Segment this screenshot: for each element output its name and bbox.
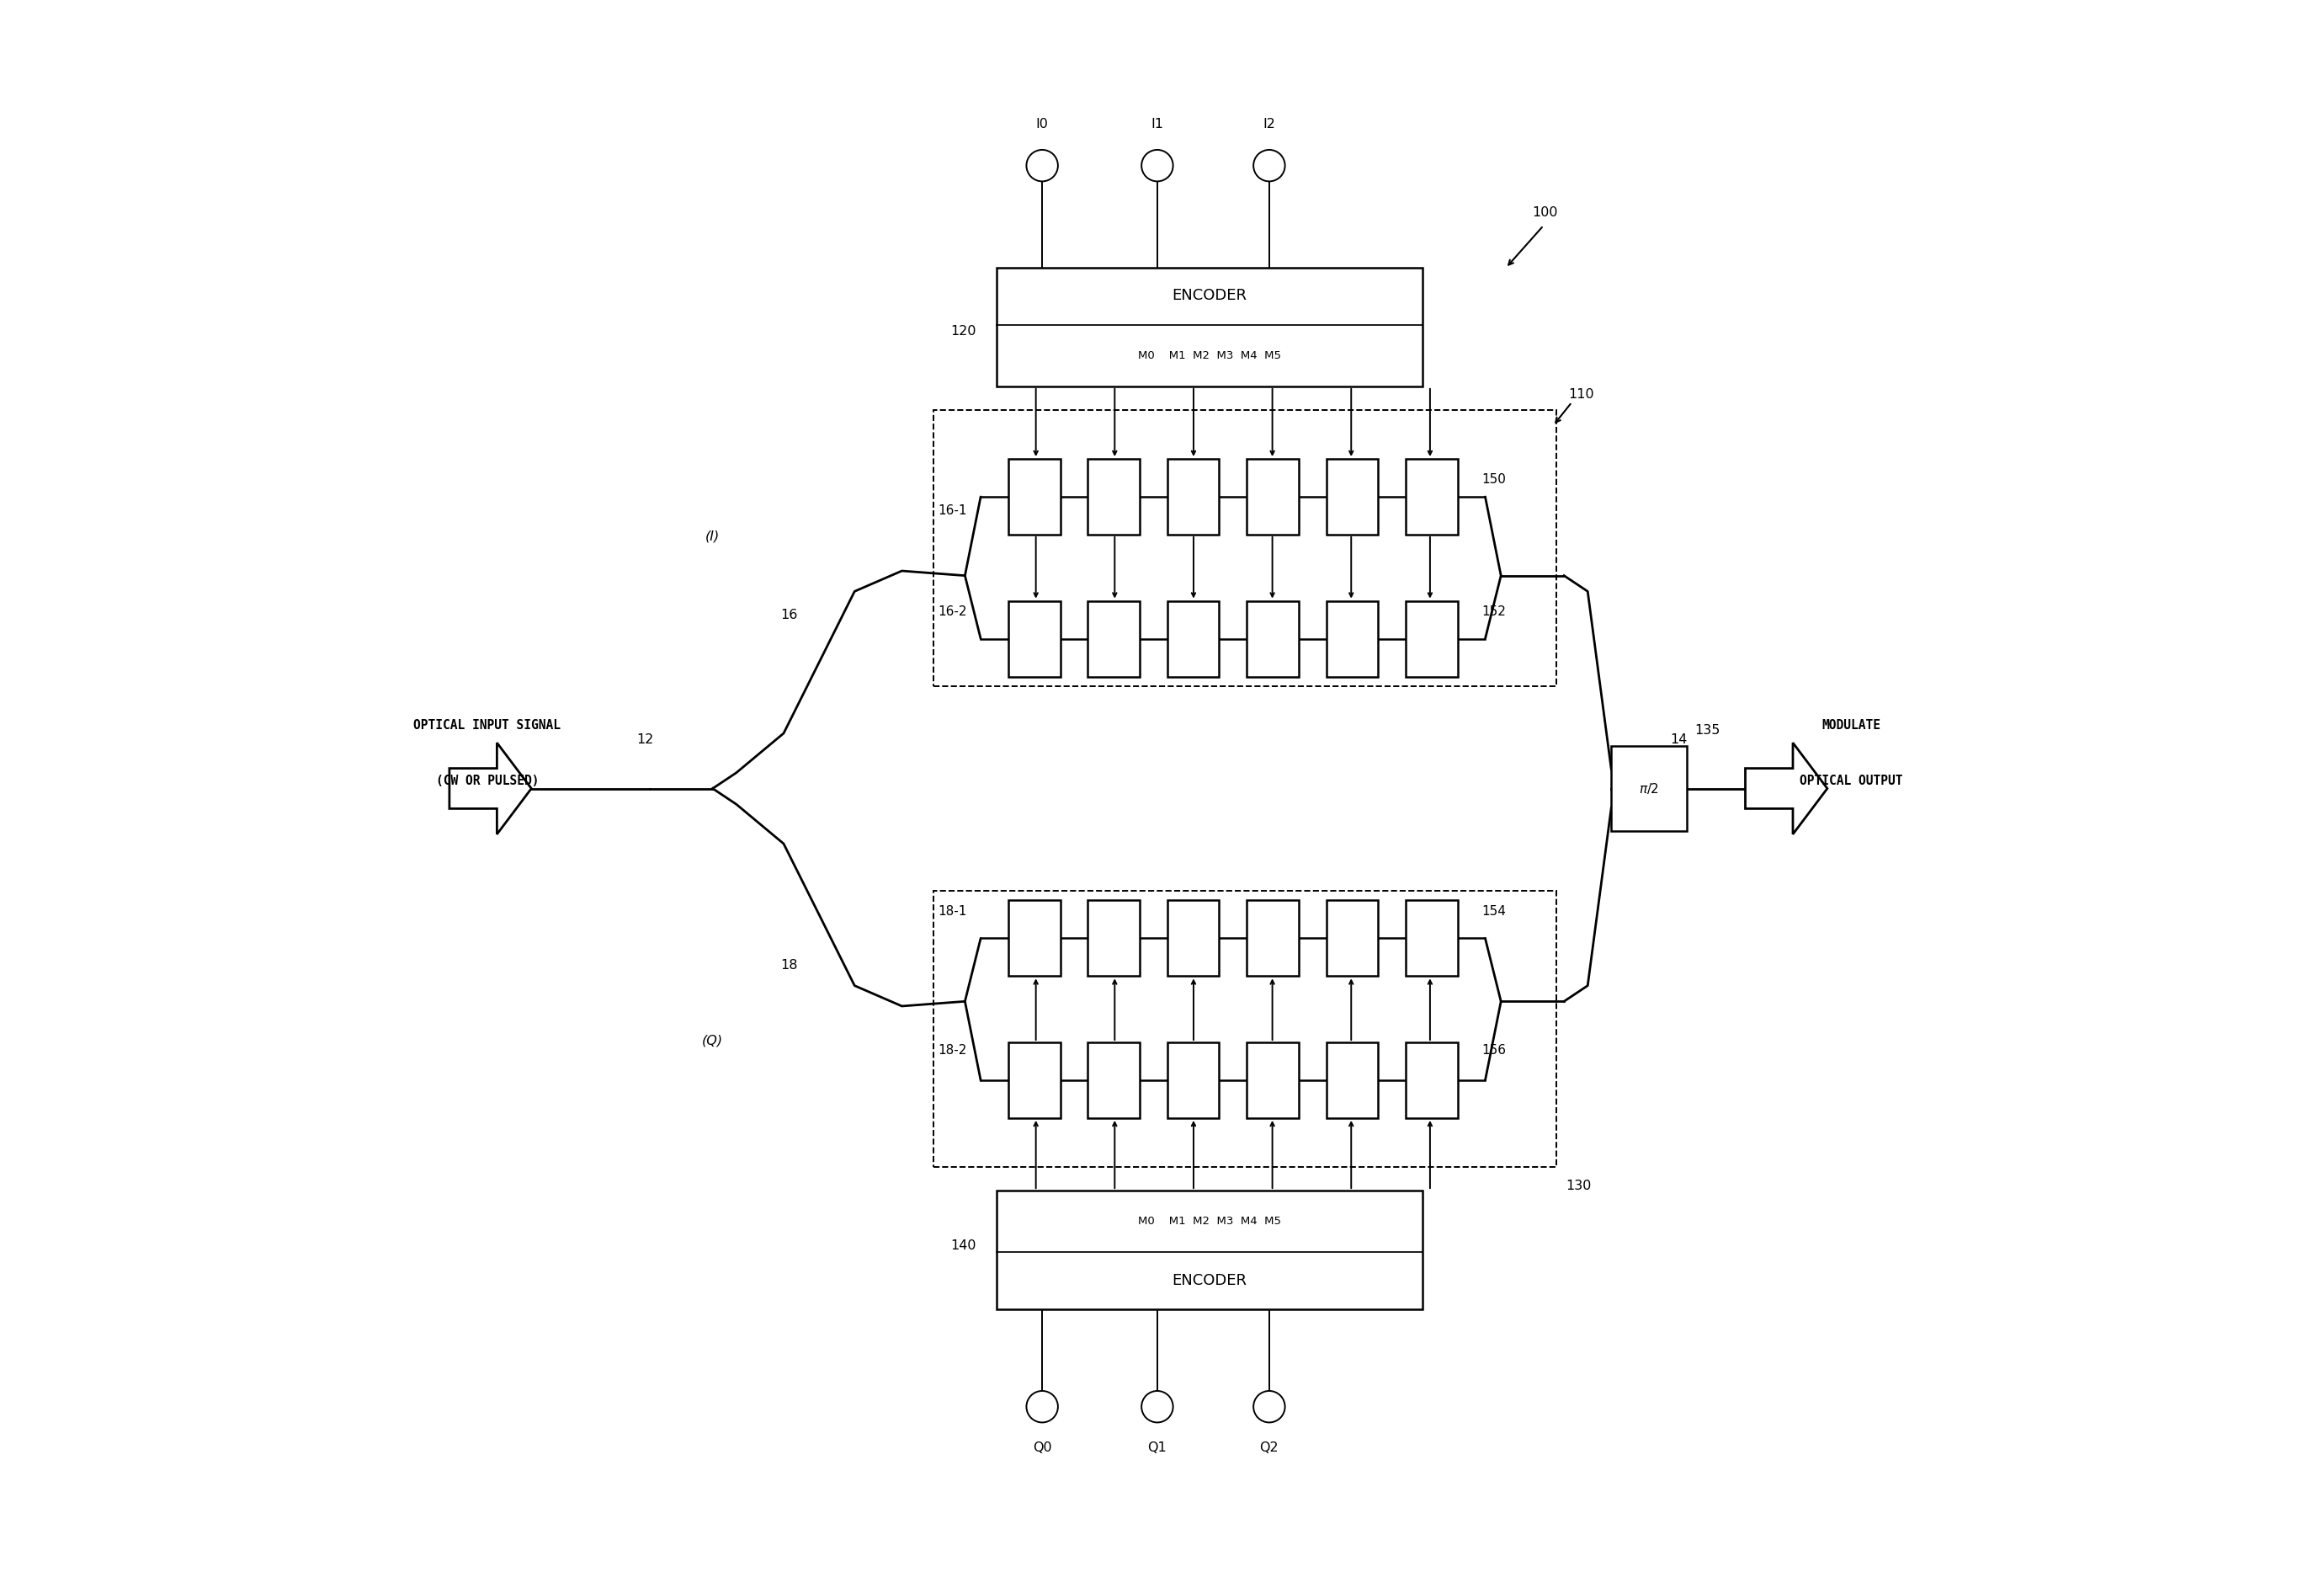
Text: 120: 120 [951, 325, 976, 337]
Bar [1246, 1042, 1299, 1118]
Text: 18: 18 [781, 959, 797, 971]
Polygon shape [1745, 743, 1827, 834]
Bar [1167, 459, 1220, 535]
Text: I0: I0 [1037, 118, 1048, 131]
Bar [1009, 601, 1060, 677]
Bar [1246, 601, 1299, 677]
Text: MODULATE: MODULATE [1822, 719, 1880, 732]
Circle shape [1253, 150, 1285, 181]
Text: 16: 16 [781, 609, 797, 621]
Text: Q2: Q2 [1260, 1441, 1278, 1454]
Text: 150: 150 [1480, 473, 1506, 486]
Bar [997, 268, 1422, 386]
Bar [1406, 601, 1457, 677]
Text: 16-2: 16-2 [939, 606, 967, 618]
Text: I2: I2 [1262, 118, 1276, 131]
Text: 14: 14 [1671, 733, 1687, 746]
Bar [934, 410, 1557, 686]
Bar [1327, 1042, 1378, 1118]
Text: OPTICAL INPUT SIGNAL: OPTICAL INPUT SIGNAL [414, 719, 560, 732]
Circle shape [1027, 150, 1057, 181]
Text: 154: 154 [1480, 905, 1506, 918]
Text: (CW OR PULSED): (CW OR PULSED) [435, 774, 539, 787]
Bar [1246, 459, 1299, 535]
Text: OPTICAL OUTPUT: OPTICAL OUTPUT [1799, 774, 1903, 787]
Text: 140: 140 [951, 1240, 976, 1252]
Bar [1327, 601, 1378, 677]
Bar [1167, 601, 1220, 677]
Bar [1088, 459, 1139, 535]
Text: 12: 12 [637, 733, 653, 746]
Bar [1327, 900, 1378, 976]
Text: I1: I1 [1150, 118, 1164, 131]
Bar [934, 891, 1557, 1167]
Text: 18-2: 18-2 [939, 1044, 967, 1057]
Text: 100: 100 [1532, 207, 1557, 219]
Bar [1406, 900, 1457, 976]
Text: $\pi$/2: $\pi$/2 [1638, 781, 1659, 796]
Text: ENCODER: ENCODER [1171, 287, 1246, 303]
Bar [1167, 1042, 1220, 1118]
Text: 130: 130 [1566, 1180, 1592, 1192]
Text: 152: 152 [1480, 606, 1506, 618]
Text: (Q): (Q) [702, 1035, 723, 1047]
Circle shape [1027, 1391, 1057, 1422]
Text: M0    M1  M2  M3  M4  M5: M0 M1 M2 M3 M4 M5 [1139, 350, 1281, 361]
Text: 156: 156 [1480, 1044, 1506, 1057]
Polygon shape [449, 743, 532, 834]
Bar [1088, 1042, 1139, 1118]
Text: ENCODER: ENCODER [1171, 1273, 1246, 1288]
Text: 135: 135 [1694, 724, 1720, 736]
Bar [1327, 459, 1378, 535]
Text: 16-1: 16-1 [939, 505, 967, 517]
Bar [1009, 900, 1060, 976]
Text: 18-1: 18-1 [939, 905, 967, 918]
Circle shape [1253, 1391, 1285, 1422]
Circle shape [1141, 150, 1174, 181]
Circle shape [1141, 1391, 1174, 1422]
Text: (I): (I) [706, 530, 720, 542]
Text: Q0: Q0 [1032, 1441, 1053, 1454]
Bar [1009, 1042, 1060, 1118]
Bar [1009, 459, 1060, 535]
Bar [1611, 746, 1687, 831]
Bar [1406, 1042, 1457, 1118]
Bar [1167, 900, 1220, 976]
Bar [1088, 900, 1139, 976]
Bar [1088, 601, 1139, 677]
Bar [997, 1191, 1422, 1309]
Bar [1406, 459, 1457, 535]
Text: 110: 110 [1569, 388, 1594, 401]
Text: M0    M1  M2  M3  M4  M5: M0 M1 M2 M3 M4 M5 [1139, 1216, 1281, 1227]
Text: Q1: Q1 [1148, 1441, 1167, 1454]
Bar [1246, 900, 1299, 976]
